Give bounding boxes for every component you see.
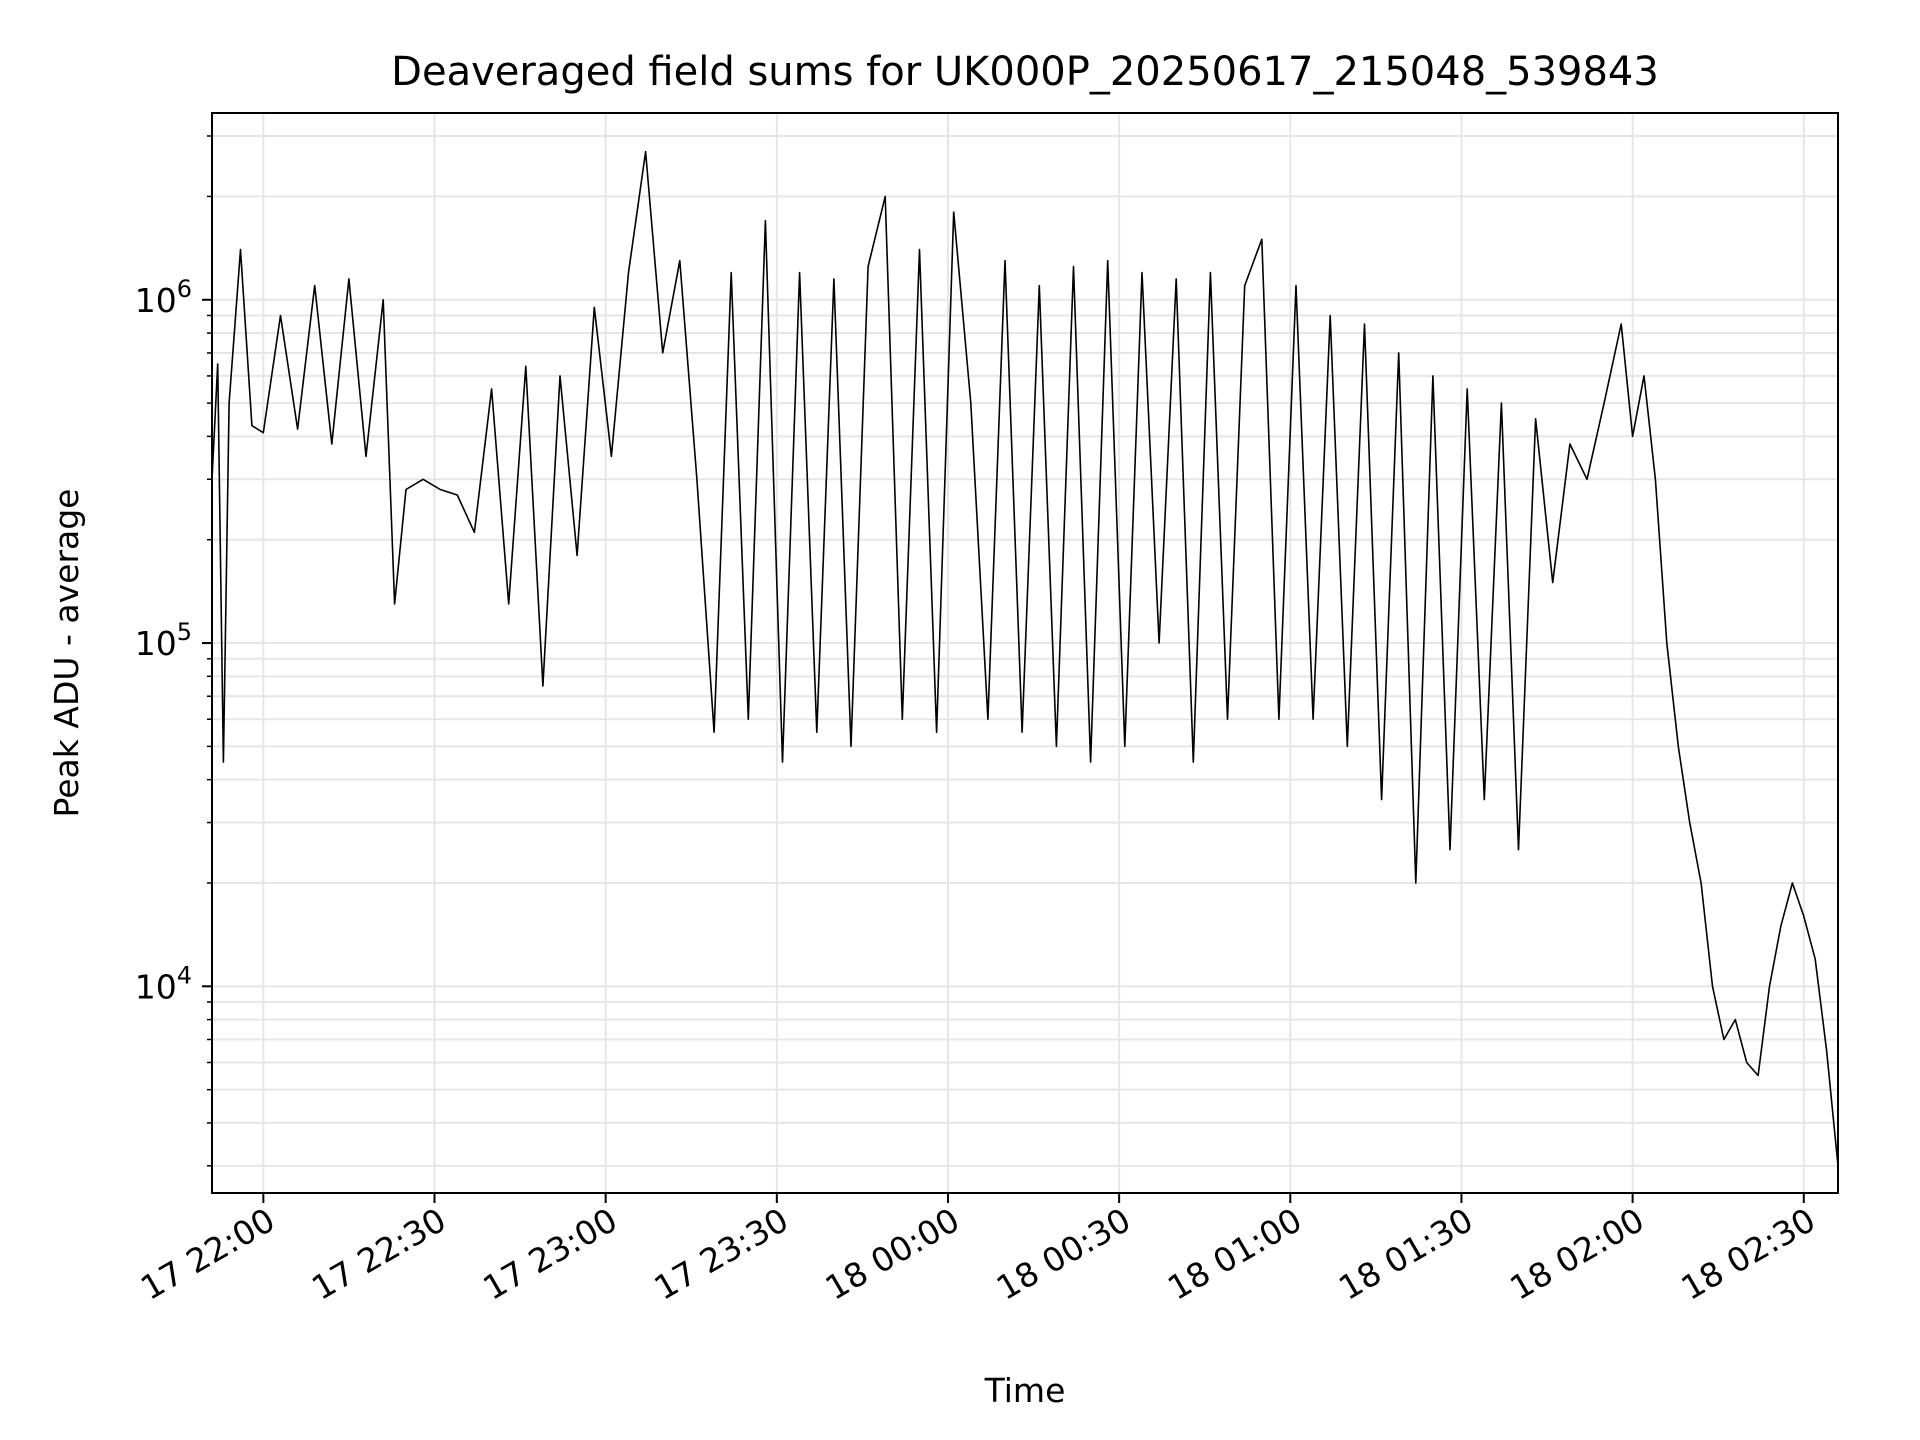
y-tick-label-base: 10 [135,967,177,1006]
y-tick-label-exponent: 6 [177,275,192,303]
grid [212,113,1838,1193]
y-tick-label-base: 10 [135,624,177,663]
y-tick-label: 105 [135,618,192,663]
y-tick-label: 104 [135,961,192,1006]
y-tick-label-exponent: 5 [177,618,192,646]
plot-frame [211,112,1839,1194]
chart-title: Deaveraged field sums for UK000P_2025061… [391,49,1659,95]
series-layer [211,150,1839,1166]
y-axis-label: Peak ADU - average [47,489,86,818]
y-tick-label-base: 10 [135,281,177,320]
y-tick-label-exponent: 4 [177,961,192,989]
x-axis-label: Time [984,1371,1066,1410]
y-tick-label: 106 [135,275,192,320]
series-line [211,150,1839,1166]
